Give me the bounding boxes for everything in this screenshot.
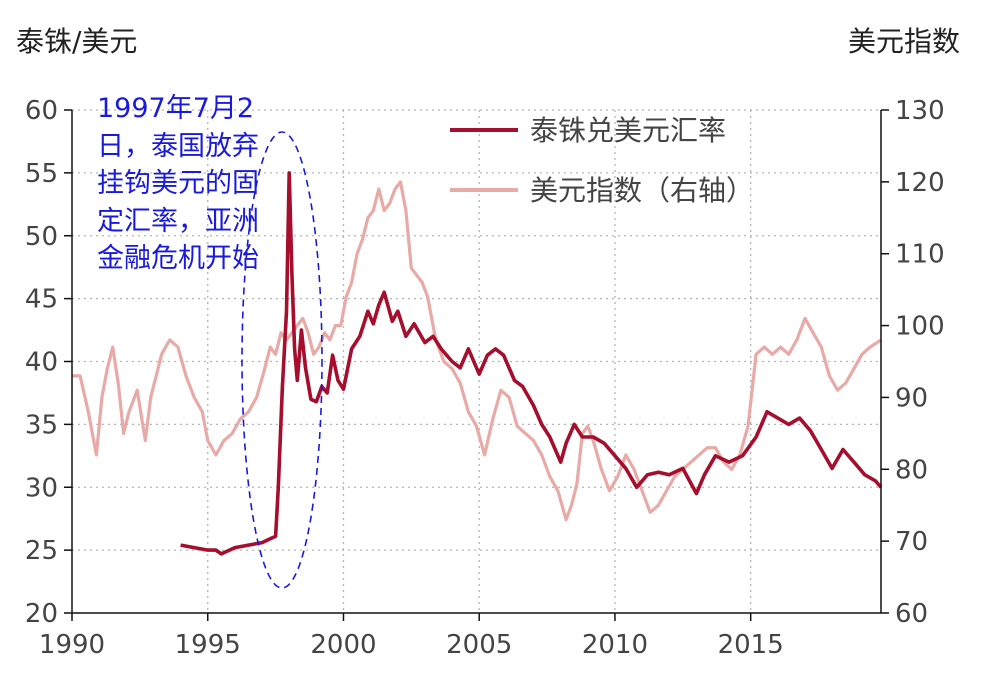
y-right-tick-label: 80 <box>895 455 928 485</box>
y-right-tick-label: 110 <box>895 240 945 270</box>
legend-label: 泰铢兑美元汇率 <box>530 114 726 147</box>
x-tick-label: 2000 <box>310 630 376 660</box>
y-right-tick-label: 70 <box>895 527 928 557</box>
y-left-tick-label: 45 <box>25 285 58 315</box>
axes <box>64 109 889 621</box>
x-tick-label: 1990 <box>39 630 105 660</box>
y-right-tick-label: 60 <box>895 599 928 629</box>
series-layer <box>72 171 883 556</box>
x-tick-label: 2015 <box>718 630 784 660</box>
y-left-tick-label: 55 <box>25 159 58 189</box>
y-right-tick-label: 100 <box>895 312 945 342</box>
x-tick-label: 2010 <box>582 630 648 660</box>
y-right-tick-label: 90 <box>895 383 928 413</box>
y-left-tick-label: 35 <box>25 410 58 440</box>
tick-labels: 20 25 30 35 40 45 50 55 60 60 70 80 90 100 110 120 130 19… <box>25 96 945 660</box>
series-line-dollar-index <box>72 180 882 522</box>
y-axis-left-title: 泰铢/美元 <box>16 25 138 58</box>
y-left-tick-label: 30 <box>25 473 58 503</box>
y-left-tick-label: 60 <box>25 96 58 126</box>
series-line-thb-usd <box>180 171 883 556</box>
legend-label: 美元指数（右轴） <box>530 174 754 207</box>
x-tick-label: 1995 <box>175 630 241 660</box>
y-left-tick-label: 20 <box>25 599 58 629</box>
crisis-highlight-ellipse <box>241 131 323 589</box>
y-axis-right-title: 美元指数 <box>847 25 960 58</box>
y-left-tick-label: 50 <box>25 222 58 252</box>
y-right-tick-label: 130 <box>895 96 945 126</box>
y-right-tick-label: 120 <box>895 168 945 198</box>
y-left-tick-label: 40 <box>25 348 58 378</box>
y-left-tick-label: 25 <box>25 536 58 566</box>
crisis-annotation: 1997年7月2日，泰国放弃挂钩美元的固定汇率，亚洲金融危机开始 <box>97 93 259 274</box>
x-tick-label: 2005 <box>446 630 512 660</box>
